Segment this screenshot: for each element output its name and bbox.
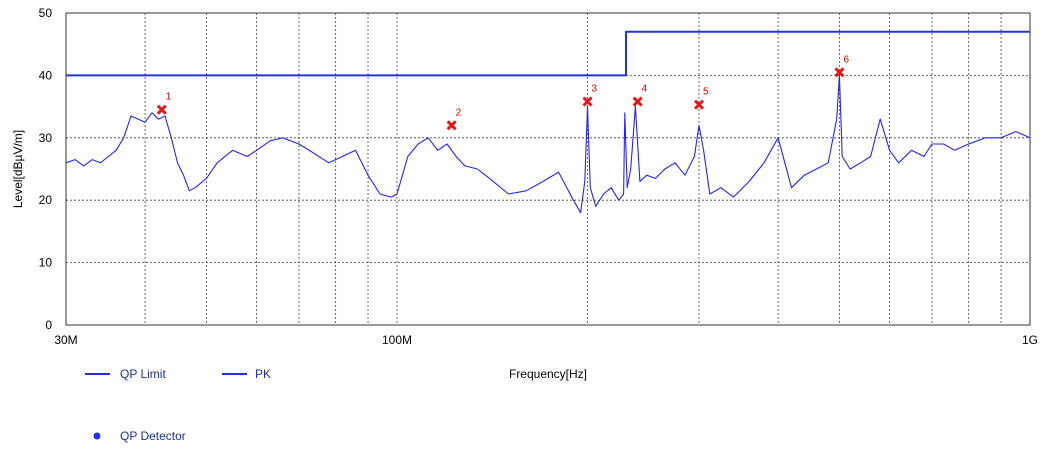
marker-cross (632, 96, 643, 107)
y-tick-label: 20 (39, 193, 53, 207)
y-tick-label: 0 (45, 318, 52, 332)
marker-label: 1 (166, 92, 172, 103)
marker-4: 4 (632, 84, 648, 107)
marker-group: 1 2 3 4 5 6 (156, 54, 849, 131)
x-axis-label: Frequency[Hz] (509, 367, 587, 381)
qp-limit-line (66, 30, 1030, 77)
legend-qp-detector-dot (93, 432, 101, 440)
legend: QP Limit PK QP Detector (85, 367, 271, 443)
marker-2: 2 (446, 107, 462, 131)
marker-label: 4 (642, 84, 648, 95)
y-tick-label: 30 (39, 131, 53, 145)
y-tick-label: 10 (39, 256, 53, 270)
legend-item-pk: PK (222, 367, 271, 381)
marker-6: 6 (834, 54, 849, 78)
x-tick-label: 30M (54, 333, 77, 347)
legend-pk-label: PK (255, 367, 271, 381)
marker-cross (156, 104, 167, 115)
marker-cross (834, 67, 845, 78)
marker-cross (693, 99, 705, 110)
tick-labels: 0 10 20 30 40 50 30M 100M 1G (39, 6, 1038, 347)
marker-1: 1 (156, 92, 172, 115)
legend-qp-detector-label: QP Detector (120, 429, 186, 443)
y-tick-label: 50 (39, 6, 53, 20)
pk-trace-line (65, 74, 1031, 214)
marker-3: 3 (582, 84, 598, 107)
x-tick-label: 100M (382, 333, 412, 347)
legend-item-qp-detector: QP Detector (93, 429, 186, 443)
marker-label: 6 (843, 54, 849, 65)
marker-cross (446, 120, 457, 131)
marker-label: 2 (456, 107, 462, 118)
marker-label: 5 (703, 87, 709, 98)
marker-label: 3 (592, 84, 598, 95)
y-axis-label: Level[dBµV/m] (11, 130, 25, 208)
plot-frame (65, 12, 1031, 326)
marker-5: 5 (693, 87, 709, 110)
grid-lines (66, 13, 1030, 325)
series-group (65, 30, 1031, 214)
x-tick-label: 1G (1022, 333, 1038, 347)
y-tick-label: 40 (39, 68, 53, 82)
legend-qp-limit-label: QP Limit (120, 367, 166, 381)
marker-cross (582, 96, 593, 107)
legend-item-qp-limit: QP Limit (85, 367, 166, 381)
